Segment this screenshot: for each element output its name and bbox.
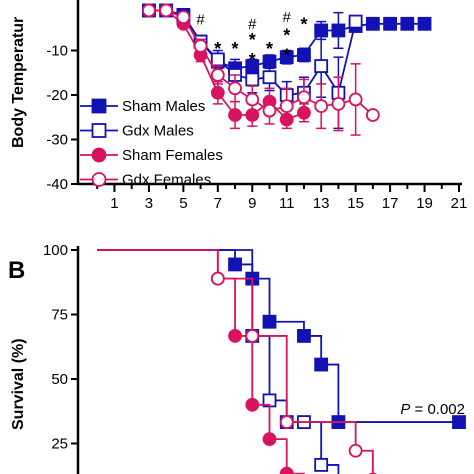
- data-point: [279, 466, 294, 474]
- star-annotation: *: [266, 39, 273, 59]
- panel-b-series-gdx-females: [97, 249, 378, 474]
- star-annotation: *: [283, 46, 290, 66]
- panel-a-xtick-label: 13: [313, 195, 330, 212]
- panel-a-xtick-label: 7: [214, 195, 222, 212]
- data-point: [279, 415, 294, 429]
- star-annotation: *: [249, 30, 256, 50]
- data-point: [331, 23, 346, 38]
- data-point: [245, 92, 260, 107]
- panel-a-xtick-label: 17: [382, 195, 399, 212]
- legend-label: Sham Males: [122, 98, 205, 115]
- p-value-text: = 0.002: [410, 401, 465, 418]
- data-point: [279, 99, 294, 114]
- legend-label: Gdx Females: [122, 172, 211, 189]
- data-point: [262, 314, 277, 329]
- data-point: [314, 357, 329, 372]
- panel-a-xtick-label: 15: [347, 195, 364, 212]
- data-point: [245, 329, 260, 343]
- star-annotation: *: [249, 50, 256, 70]
- star-annotation: *: [214, 39, 221, 59]
- data-point: [228, 81, 242, 96]
- data-point: [297, 329, 311, 343]
- panel-b-ytick-label: 100: [43, 242, 68, 259]
- panel-a-legend: Sham Males Gdx Males Sham Females Gdx Femal…: [80, 98, 223, 189]
- data-point: [314, 99, 329, 114]
- data-point: [331, 97, 346, 111]
- panel-b-label: B: [8, 257, 25, 284]
- panel-a-xtick-label: 5: [179, 195, 187, 212]
- data-point: [262, 432, 277, 447]
- data-point: [245, 397, 260, 412]
- p-value-prefix: P: [400, 401, 410, 418]
- hash-annotation: #: [283, 9, 292, 26]
- star-annotation: *: [300, 15, 307, 35]
- panel-b-ylabel: Survival (%): [10, 338, 27, 430]
- data-point: [193, 39, 208, 53]
- panel-b-axes: 100 75 50 25: [43, 242, 80, 474]
- panel-a-annotations: #* * *#**# ** *: [196, 9, 307, 70]
- data-point: [279, 50, 294, 65]
- legend-marker: [91, 123, 107, 138]
- data-point: [159, 3, 174, 18]
- data-point: [228, 257, 242, 272]
- data-point: [400, 16, 415, 31]
- data-point: [210, 85, 225, 100]
- data-point: [297, 48, 311, 62]
- data-point: [228, 108, 242, 122]
- legend-label: Gdx Males: [122, 123, 194, 140]
- data-point: [314, 59, 329, 73]
- hash-annotation: #: [248, 16, 257, 33]
- panel-a-series: [142, 3, 432, 136]
- data-point: [262, 70, 277, 85]
- data-point: [348, 443, 363, 458]
- panel-a-xtick-label: 1: [110, 195, 118, 212]
- legend-marker: [91, 147, 107, 163]
- p-value-annotation: P = 0.002: [400, 401, 465, 418]
- panel-a-ytick-label: -30: [46, 132, 68, 149]
- data-point: [348, 14, 363, 29]
- data-point: [176, 10, 191, 25]
- panel-a-ytick-label: -10: [46, 43, 68, 60]
- data-point: [417, 16, 432, 31]
- legend-marker: [91, 98, 107, 114]
- panel-b-series-sham-females: [97, 249, 305, 474]
- data-point: [210, 271, 225, 286]
- star-annotation: *: [283, 26, 290, 46]
- panel-a-ylabel: Body Temperatur: [10, 17, 27, 148]
- data-point: [314, 458, 329, 472]
- data-point: [245, 72, 260, 87]
- data-point: [383, 16, 397, 31]
- legend-marker: [91, 172, 107, 187]
- panel-a-xtick-label: 9: [248, 195, 256, 212]
- data-point: [228, 329, 242, 343]
- panel-a-xtick-label: 3: [145, 195, 153, 212]
- series-line: [148, 9, 305, 121]
- data-point: [365, 16, 380, 31]
- panel-a-xtick-label: 11: [279, 195, 295, 212]
- data-point: [210, 68, 225, 82]
- star-annotation: *: [232, 39, 239, 59]
- data-point: [297, 90, 311, 105]
- data-point: [262, 103, 277, 118]
- panel-b-series: [97, 249, 466, 474]
- panel-b-survival-chart: B Survival (%) 100 75 50 25 P = 0.002: [8, 242, 466, 474]
- survival-step-line: [97, 249, 374, 474]
- panel-b-ytick-label: 25: [51, 436, 68, 453]
- panel-a-xtick-label: 21: [451, 195, 468, 212]
- hash-annotation: #: [196, 11, 205, 28]
- panel-a-xtick-label: 19: [416, 195, 433, 212]
- data-point: [365, 108, 380, 122]
- data-point: [142, 3, 156, 18]
- data-point: [452, 415, 466, 429]
- panel-b-ytick-label: 50: [51, 371, 68, 388]
- panel-a-ytick-label: -20: [46, 87, 68, 104]
- data-point: [348, 92, 363, 107]
- legend-label: Sham Females: [122, 147, 223, 164]
- panel-a-temperature-chart: Body Temperatur -10-20-30-401 3 5 7 9 11 13 15 1…: [10, 0, 467, 212]
- panel-a-ytick-label: -40: [46, 176, 68, 193]
- panel-a-series-gdx-females: [142, 3, 380, 136]
- panel-b-ytick-label: 75: [51, 307, 68, 324]
- panel-a-axes: -10-20-30-401 3 5 7 9 11 13 15 17 19 21: [46, 0, 467, 212]
